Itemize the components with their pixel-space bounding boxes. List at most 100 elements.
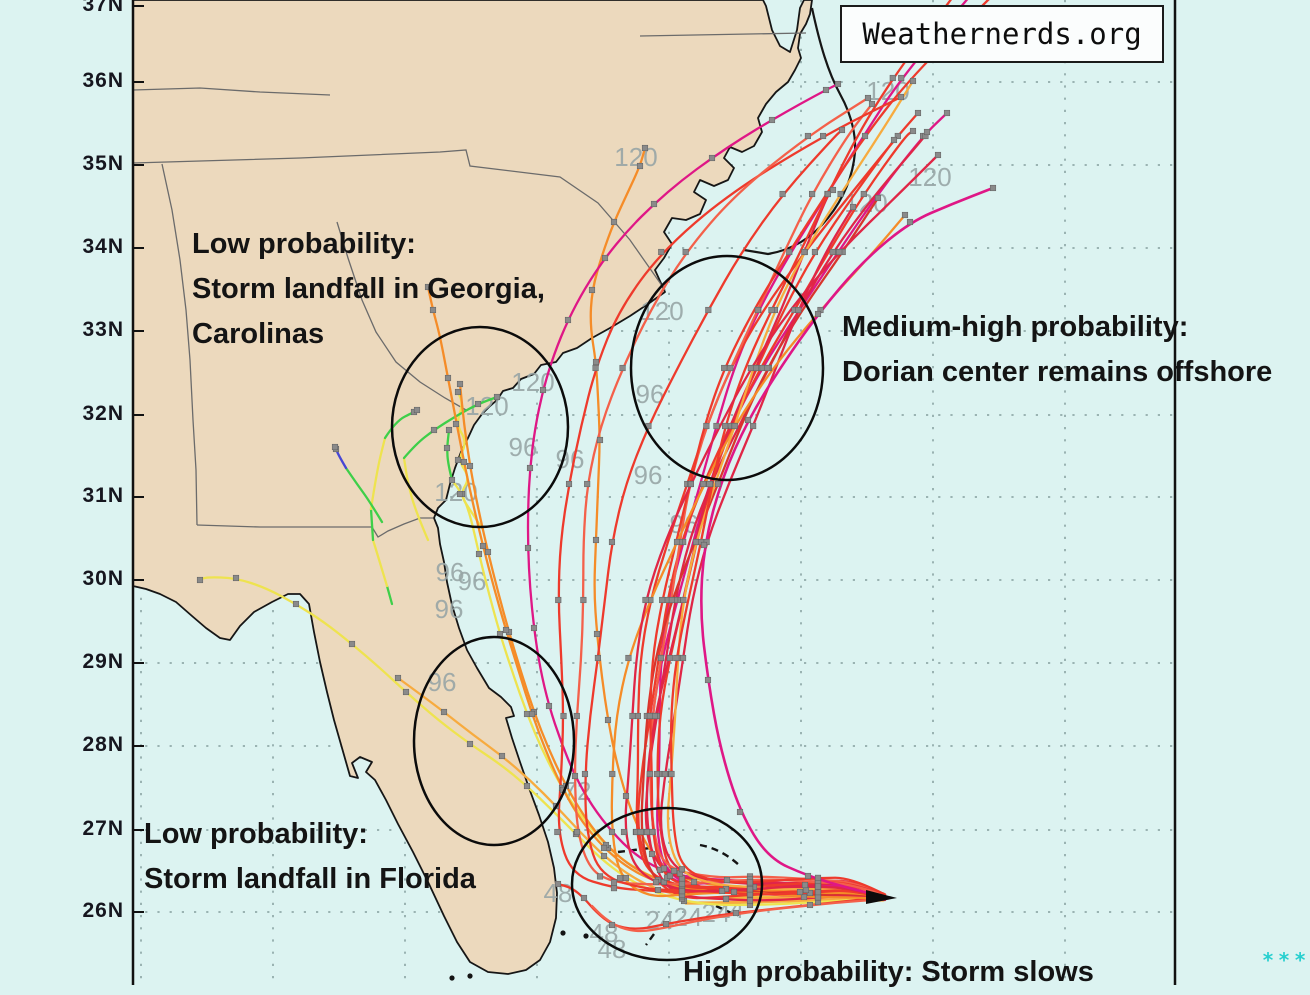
track-point-marker — [814, 894, 822, 901]
track-point-marker — [641, 144, 649, 152]
probability-ellipse — [629, 254, 825, 482]
track-point-marker — [592, 358, 600, 366]
track-point-marker — [440, 708, 448, 716]
track-point-marker — [718, 887, 726, 895]
storm-track — [369, 507, 375, 542]
forecast-hour-label: 96 — [634, 460, 663, 490]
track-point-marker — [634, 712, 641, 720]
track-point-marker — [746, 897, 754, 904]
track-point-marker — [723, 876, 731, 884]
track-point-marker — [555, 596, 562, 604]
bahamas-island — [699, 843, 741, 867]
track-point-marker — [801, 881, 809, 889]
track-point-marker — [444, 374, 452, 382]
latitude-label: 26N — [82, 899, 124, 922]
latitude-tick — [133, 579, 144, 581]
track-point-marker — [814, 883, 822, 890]
track-point-marker — [682, 248, 689, 256]
track-point-marker — [584, 480, 591, 488]
track-point-marker — [622, 792, 630, 800]
track-point-marker — [849, 203, 857, 211]
forecast-hour-label: 120 — [614, 142, 657, 172]
track-point-marker — [573, 712, 580, 720]
islet — [583, 933, 589, 939]
track-point-marker — [620, 828, 628, 836]
forecast-hour-label: 96 — [428, 667, 457, 697]
track-point-marker — [452, 420, 460, 428]
track-point-marker — [786, 248, 793, 256]
islet — [560, 930, 566, 936]
latitude-tick — [133, 496, 144, 498]
branding-label: Weathernerds.org — [862, 17, 1142, 51]
track-point-marker — [836, 248, 843, 256]
annotation-line: Storm landfall in Georgia, — [192, 273, 545, 305]
track-point-marker — [642, 596, 649, 604]
track-point-marker — [616, 875, 624, 882]
track-point-marker — [610, 879, 618, 886]
track-point-marker — [909, 77, 917, 85]
storm-track — [402, 456, 430, 542]
track-point-marker — [809, 190, 816, 198]
track-point-marker — [560, 712, 567, 720]
track-point-marker — [834, 80, 842, 88]
track-point-marker — [874, 194, 882, 202]
track-point-marker — [901, 211, 909, 219]
storm-track — [446, 428, 454, 482]
track-point-marker — [609, 770, 616, 778]
forecast-hour-label: 96 — [458, 566, 487, 596]
track-point-marker — [610, 218, 618, 226]
latitude-label: 27N — [82, 817, 124, 840]
track-point-marker — [814, 889, 822, 896]
track-point-marker — [394, 674, 402, 682]
track-point-marker — [643, 828, 651, 836]
track-point-marker — [801, 248, 808, 256]
track-point-marker — [528, 710, 536, 718]
storm-track — [573, 96, 887, 897]
track-point-marker — [592, 364, 599, 372]
track-point-marker — [714, 480, 722, 488]
probability-ellipse — [412, 635, 576, 847]
latitude-tick — [133, 247, 144, 249]
track-point-marker — [868, 100, 876, 108]
track-point-marker — [861, 132, 869, 140]
latitude-label: 35N — [82, 152, 124, 175]
track-point-marker — [653, 770, 660, 778]
track-point-marker — [652, 878, 660, 886]
map-annotation-offshore: Medium-high probability: Dorian center re… — [842, 305, 1272, 395]
latitude-label: 30N — [82, 567, 124, 590]
track-point-marker — [331, 443, 339, 451]
map-annotation-florida: Low probability: Storm landfall in Florid… — [144, 812, 476, 902]
track-point-marker — [466, 462, 474, 470]
track-point-marker — [660, 865, 668, 872]
track-point-marker — [554, 828, 561, 836]
state-border — [196, 517, 433, 538]
track-point-marker — [692, 538, 700, 546]
track-point-marker — [746, 886, 754, 893]
latitude-label: 32N — [82, 402, 124, 425]
track-point-marker — [897, 93, 905, 101]
bahamas-island — [645, 933, 655, 946]
track-point-marker — [829, 248, 836, 256]
track-point-marker — [934, 151, 942, 159]
track-point-marker — [526, 464, 534, 472]
track-point-marker — [811, 248, 818, 256]
track-point-marker — [658, 248, 665, 256]
latitude-tick — [133, 5, 144, 7]
track-point-marker — [588, 286, 596, 294]
track-point-marker — [581, 770, 589, 778]
track-point-marker — [649, 828, 656, 836]
track-point-marker — [894, 132, 901, 140]
forecast-hour-label: 24 — [674, 902, 703, 932]
track-point-marker — [430, 426, 438, 434]
track-point-marker — [666, 654, 673, 662]
track-point-marker — [804, 872, 812, 880]
track-point-marker — [687, 480, 694, 488]
storm-track — [584, 128, 887, 900]
state-border — [161, 163, 198, 526]
track-point-marker — [795, 306, 802, 314]
islet — [449, 975, 455, 981]
map-annotation-bahamas-slow: High probability: Storm slows — [683, 950, 1094, 995]
track-point-marker — [651, 712, 659, 720]
track-point-marker — [580, 894, 588, 902]
